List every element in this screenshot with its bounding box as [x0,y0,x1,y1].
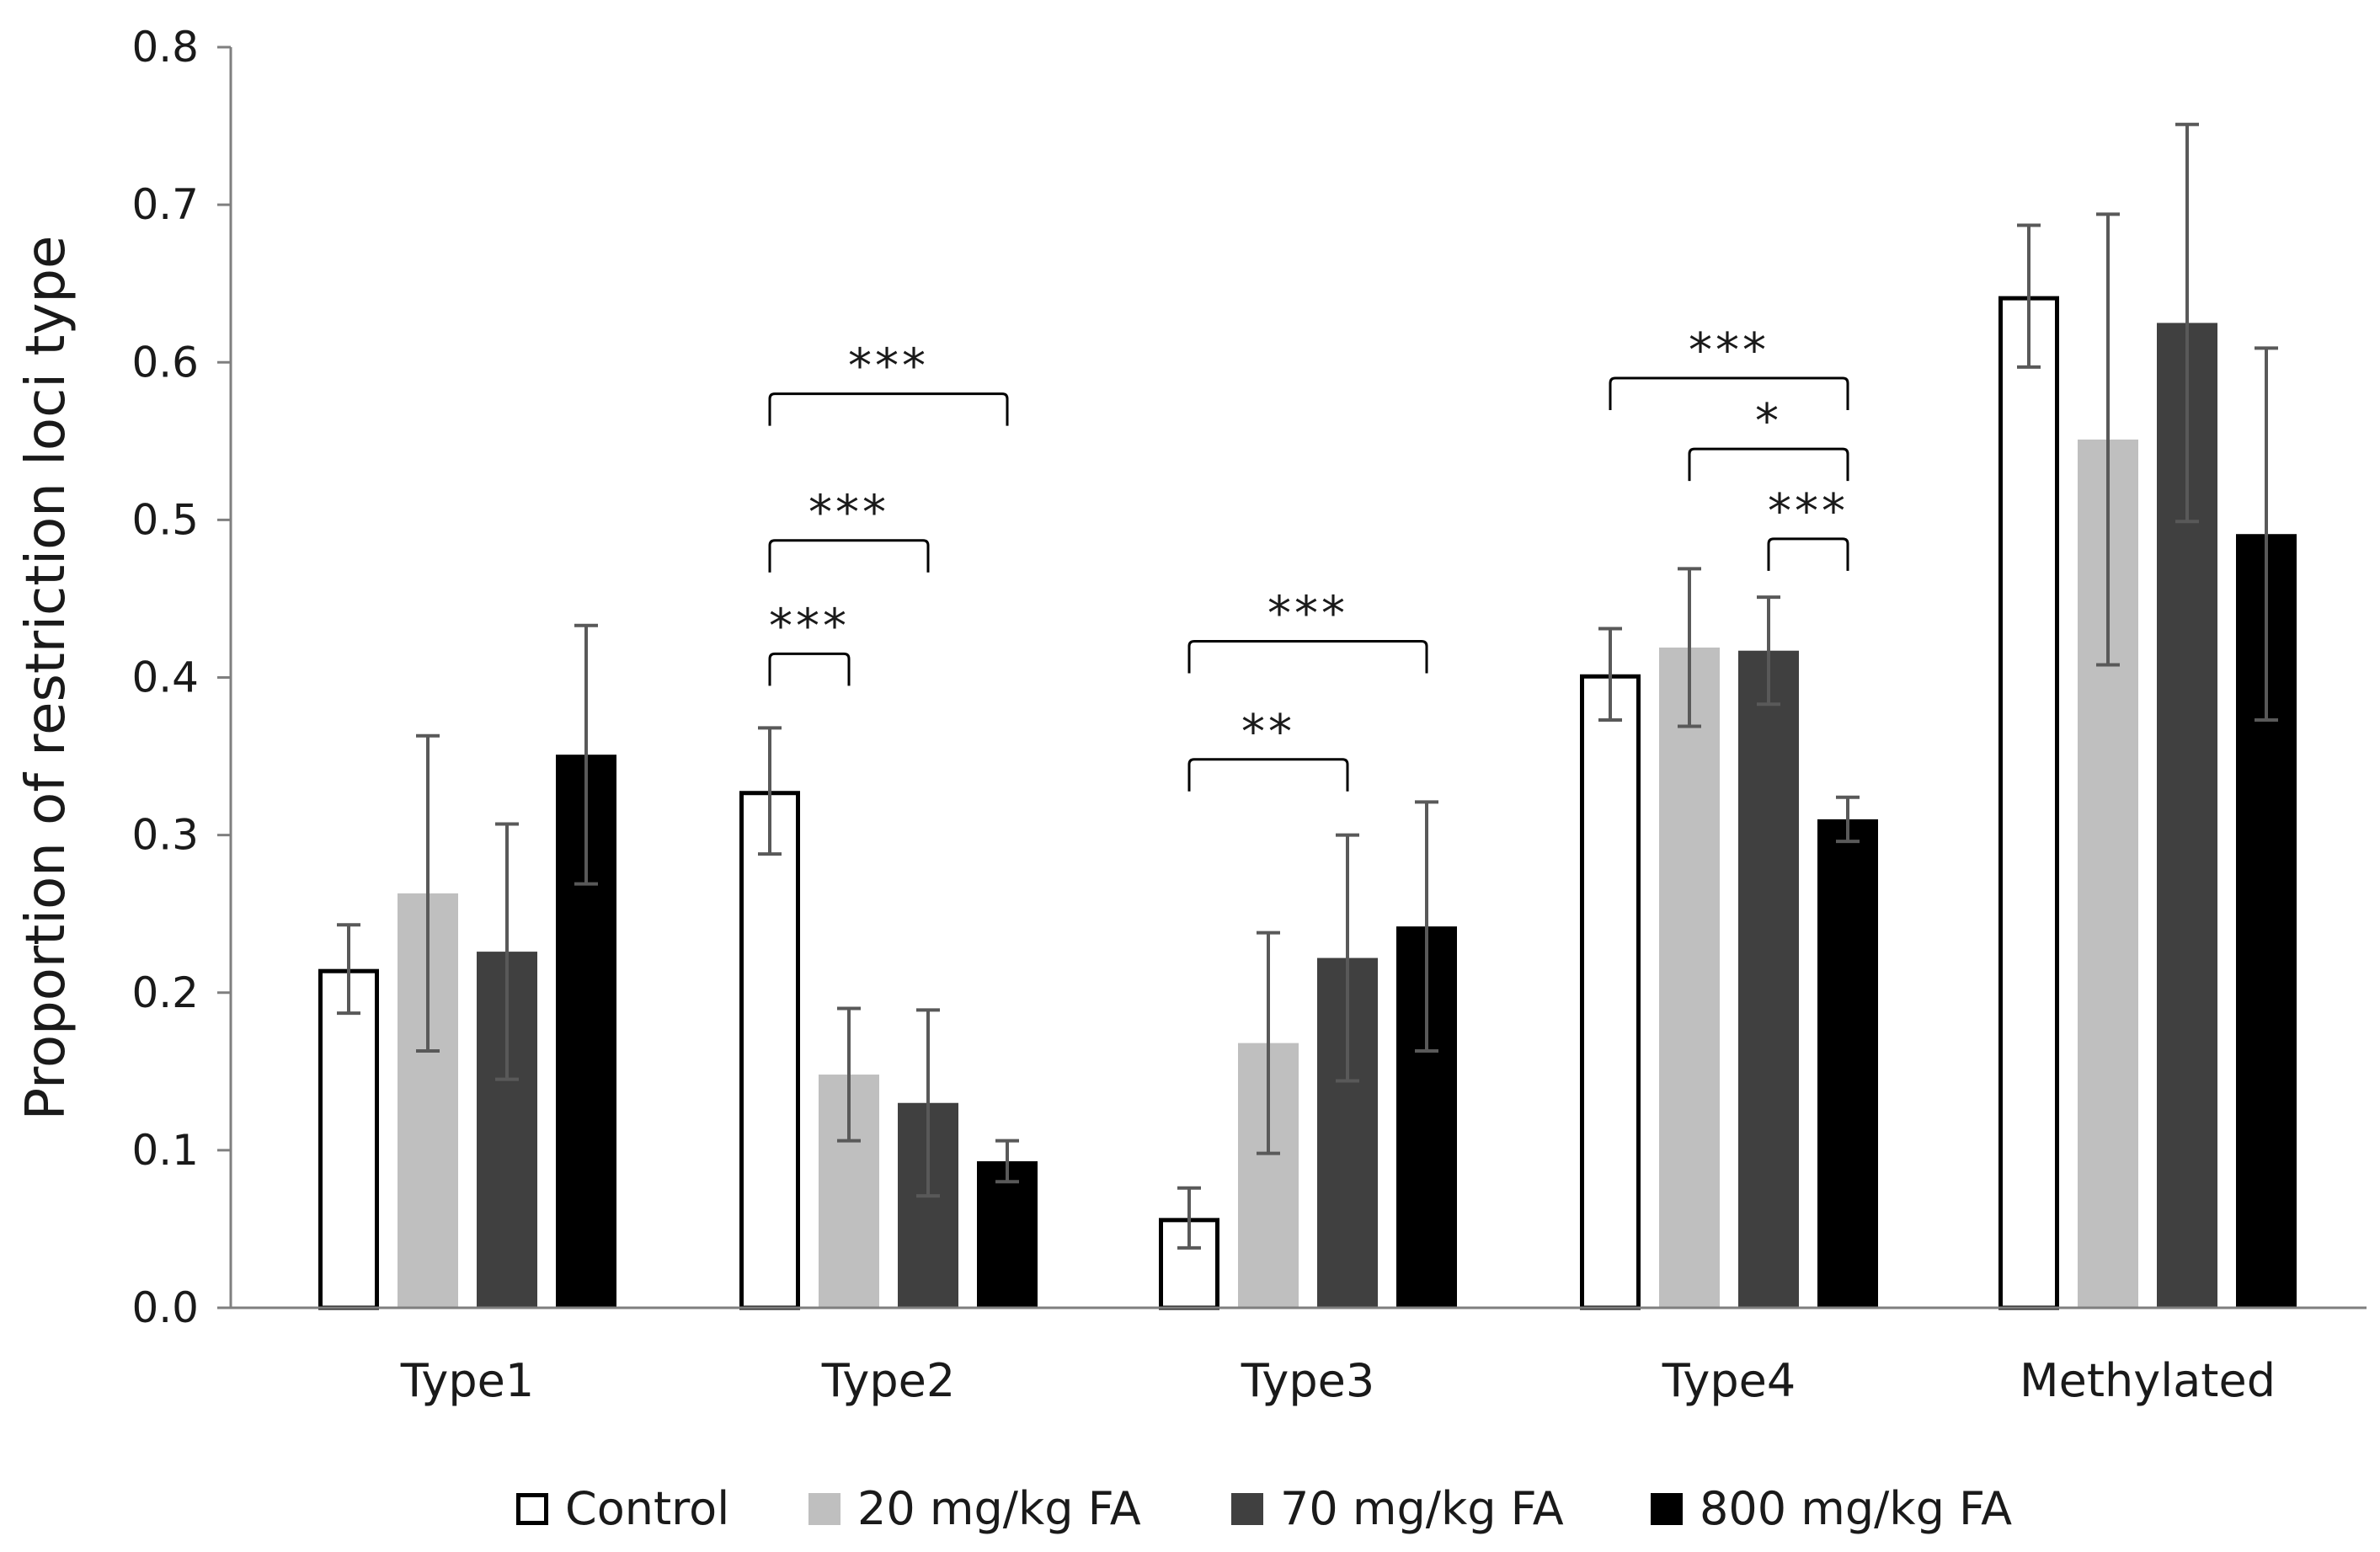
error-bar [2017,223,2041,369]
error-bar [2255,346,2278,723]
legend-swatch [1651,1493,1683,1525]
category-label: Methylated [2020,1354,2276,1407]
significance-layer: ********* ************ [768,323,1849,792]
y-tick-label: 0.4 [131,653,199,702]
y-axis-label: Proportion of restriction loci type [15,236,77,1121]
bar-control-type4 [1580,674,1641,1310]
bars-layer [318,296,2297,1310]
y-tick-label: 0.8 [131,23,199,72]
bar-control-type1 [318,968,379,1310]
category-label: Type2 [821,1354,955,1407]
error-bar [337,923,360,1016]
y-tick-label: 0.0 [131,1283,199,1332]
legend-label: 800 mg/kg FA [1700,1482,2012,1535]
y-tick-label: 0.7 [131,180,199,229]
error-bar [995,1139,1019,1184]
significance-bracket [768,652,851,686]
category-label: Type1 [400,1354,534,1407]
significance-bracket [1609,376,1849,410]
significance-label: *** [769,599,850,653]
y-tick-label: 0.1 [131,1126,199,1175]
error-bar [2096,212,2120,667]
category-label: Type4 [1662,1354,1796,1407]
bar-800-mg-kg-fa-type2 [977,1160,1038,1308]
error-bar [1598,627,1622,723]
significance-bracket [1688,447,1849,482]
significance-label: *** [808,486,889,541]
y-tick-label: 0.6 [131,338,199,387]
legend-label: 20 mg/kg FA [857,1482,1141,1535]
y-tick-label: 0.5 [131,495,199,544]
significance-bracket [1187,639,1428,674]
legend-swatch [1231,1493,1263,1525]
significance-label: *** [848,339,929,394]
error-bar [1836,795,1860,844]
bar-20-mg-kg-fa-type4 [1659,647,1720,1308]
bar-800-mg-kg-fa-type4 [1817,819,1878,1308]
y-tick-label: 0.2 [131,968,199,1017]
significance-label: * [1755,394,1782,449]
bar-control-methylated [1998,296,2059,1310]
legend-label: Control [565,1482,729,1535]
significance-label: ** [1241,705,1295,760]
error-bar [1257,931,1280,1155]
significance-bracket [1187,758,1349,792]
error-bar [916,1008,940,1198]
error-bar [2175,122,2199,524]
error-bar [574,623,598,886]
category-labels-layer: Type1 Type2 Type3 Type4 Methylated [400,1354,2276,1407]
significance-label: *** [1689,323,1769,378]
significance-bracket [1767,537,1849,571]
significance-bracket [768,539,930,573]
error-bar [837,1006,861,1143]
significance-label: *** [1267,586,1348,641]
significance-bracket [768,392,1009,426]
legend: Control 20 mg/kg FA 70 mg/kg FA 800 mg/kg F… [516,1482,2012,1535]
error-bar [758,726,782,856]
error-bar [1177,1186,1201,1250]
error-bar [416,733,440,1053]
error-bar [1757,595,1780,707]
category-label: Type3 [1241,1354,1374,1407]
legend-label: 70 mg/kg FA [1280,1482,1564,1535]
legend-swatch [808,1493,840,1525]
bar-70-mg-kg-fa-type4 [1738,650,1799,1308]
error-bars-layer [337,122,2278,1250]
error-bar [1678,567,1701,728]
bar-control-type2 [739,791,800,1310]
error-bar [1415,800,1438,1053]
error-bar [1336,833,1359,1083]
y-tick-label: 0.3 [131,811,199,860]
significance-label: *** [1768,484,1849,539]
legend-swatch [516,1493,548,1525]
error-bar [495,822,519,1081]
y-ticks-layer: 0.0 0.1 0.2 0.3 0.4 0.5 0.6 0.7 0.8 [131,23,231,1332]
